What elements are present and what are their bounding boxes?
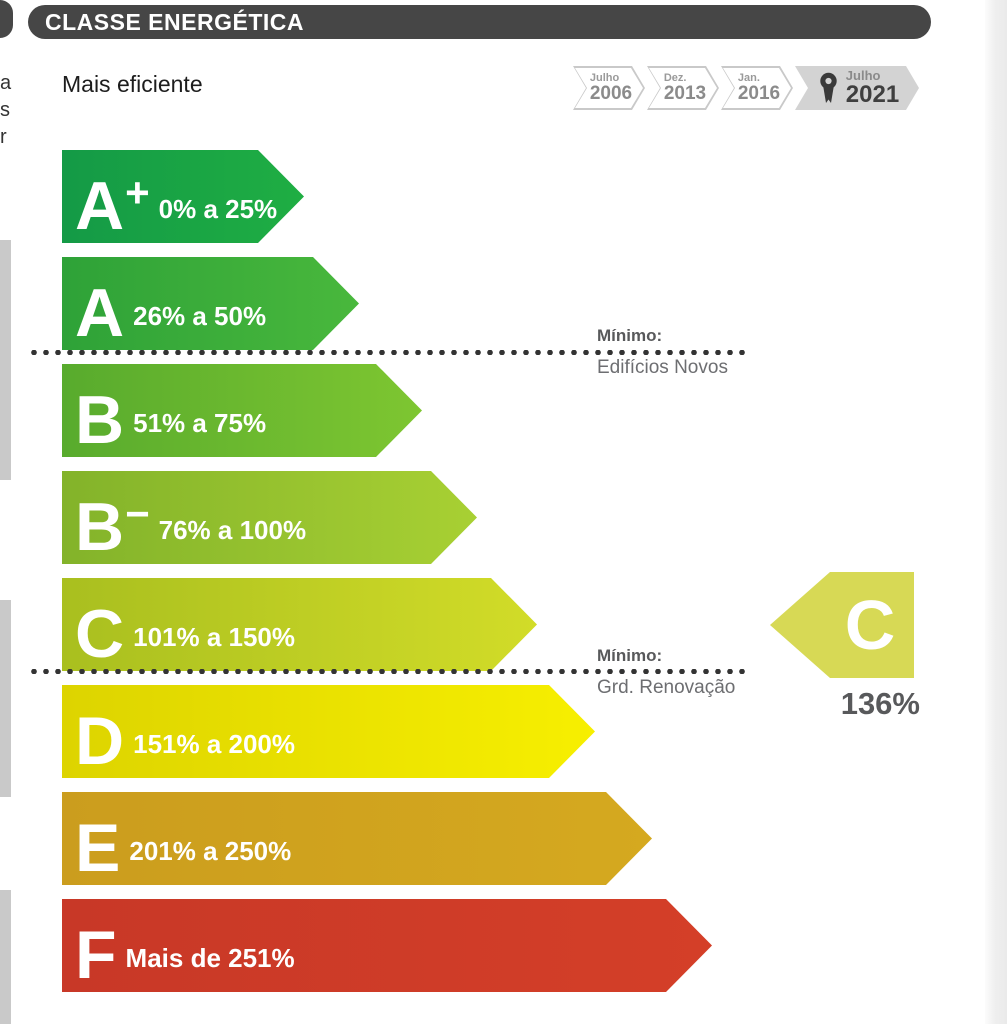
timeline-chevron: Julho 2021 (795, 66, 919, 110)
left-crop-text-fragment: a (0, 72, 12, 94)
threshold-title: Mínimo: (597, 646, 663, 665)
energy-bar: A 26% a 50% (62, 257, 359, 350)
energy-class-letter: C (75, 595, 125, 672)
energy-class-letter: B (75, 381, 125, 458)
efficiency-scale-label: Mais eficiente (62, 71, 203, 97)
energy-bar: C 101% a 150% (62, 578, 537, 671)
timeline-year: 2006 (589, 83, 633, 104)
energy-class-letter: D (75, 702, 125, 779)
energy-class-range: 0% a 25% (158, 194, 278, 224)
energy-class-range: 101% a 150% (133, 622, 296, 652)
energy-bar: F Mais de 251% (62, 899, 712, 992)
energy-class-range: 26% a 50% (133, 301, 267, 331)
timeline-year: 2013 (663, 83, 707, 104)
result-class-letter: C (844, 586, 896, 664)
threshold-label-block: Mínimo: Grd. Renovação (597, 647, 735, 698)
timeline-year: 2021 (845, 81, 900, 108)
award-medal-icon (819, 72, 838, 104)
energy-bar: A+ 0% a 25% (62, 150, 304, 243)
left-crop-gray-bar (0, 600, 11, 797)
energy-class-range: Mais de 251% (125, 943, 295, 973)
left-crop-text-fragment: s (0, 99, 10, 121)
left-crop-gray-bar (0, 240, 11, 480)
timeline-chevron: Julho 2006 (573, 66, 645, 110)
energy-bar: B 51% a 75% (62, 364, 422, 457)
result-arrow: C (770, 572, 914, 678)
timeline-month: Julho (589, 72, 620, 84)
energy-class-letter: F (75, 916, 117, 993)
page-title: CLASSE ENERGÉTICA (45, 8, 304, 35)
energy-class-range: 201% a 250% (129, 836, 292, 866)
left-crop-pill-fragment (0, 0, 13, 38)
energy-bar: B− 76% a 100% (62, 471, 477, 564)
threshold-subtitle: Grd. Renovação (597, 677, 736, 698)
timeline-month: Julho (845, 68, 881, 83)
left-crop-text-fragment: r (0, 126, 7, 148)
energy-class-letter: A (75, 274, 125, 351)
timeline-year: 2016 (737, 83, 781, 104)
energy-class-range: 51% a 75% (133, 408, 267, 438)
left-crop-gray-bar (0, 890, 11, 1024)
energy-class-letter: E (75, 809, 121, 886)
energy-bar: D 151% a 200% (62, 685, 595, 778)
energy-class-letter: A+ (75, 167, 150, 244)
dotted-threshold-line (28, 350, 748, 355)
dotted-threshold-line (28, 669, 748, 674)
energy-class-range: 76% a 100% (158, 515, 307, 545)
threshold-title: Mínimo: (597, 326, 663, 345)
timeline-chevron: Jan. 2016 (721, 66, 793, 110)
timeline-chevron: Dez. 2013 (647, 66, 719, 110)
threshold-subtitle: Edifícios Novos (597, 357, 728, 378)
energy-class-range: 151% a 200% (133, 729, 296, 759)
threshold-label-block: Mínimo: Edifícios Novos (597, 327, 728, 378)
energy-class-letter: B− (75, 488, 150, 565)
timeline-month: Jan. (737, 72, 760, 84)
page-edge-strip (985, 0, 1007, 1024)
energy-bar: E 201% a 250% (62, 792, 652, 885)
timeline-month: Dez. (663, 72, 687, 84)
header-pill: CLASSE ENERGÉTICA (28, 5, 931, 39)
result-value: 136% (840, 686, 920, 721)
